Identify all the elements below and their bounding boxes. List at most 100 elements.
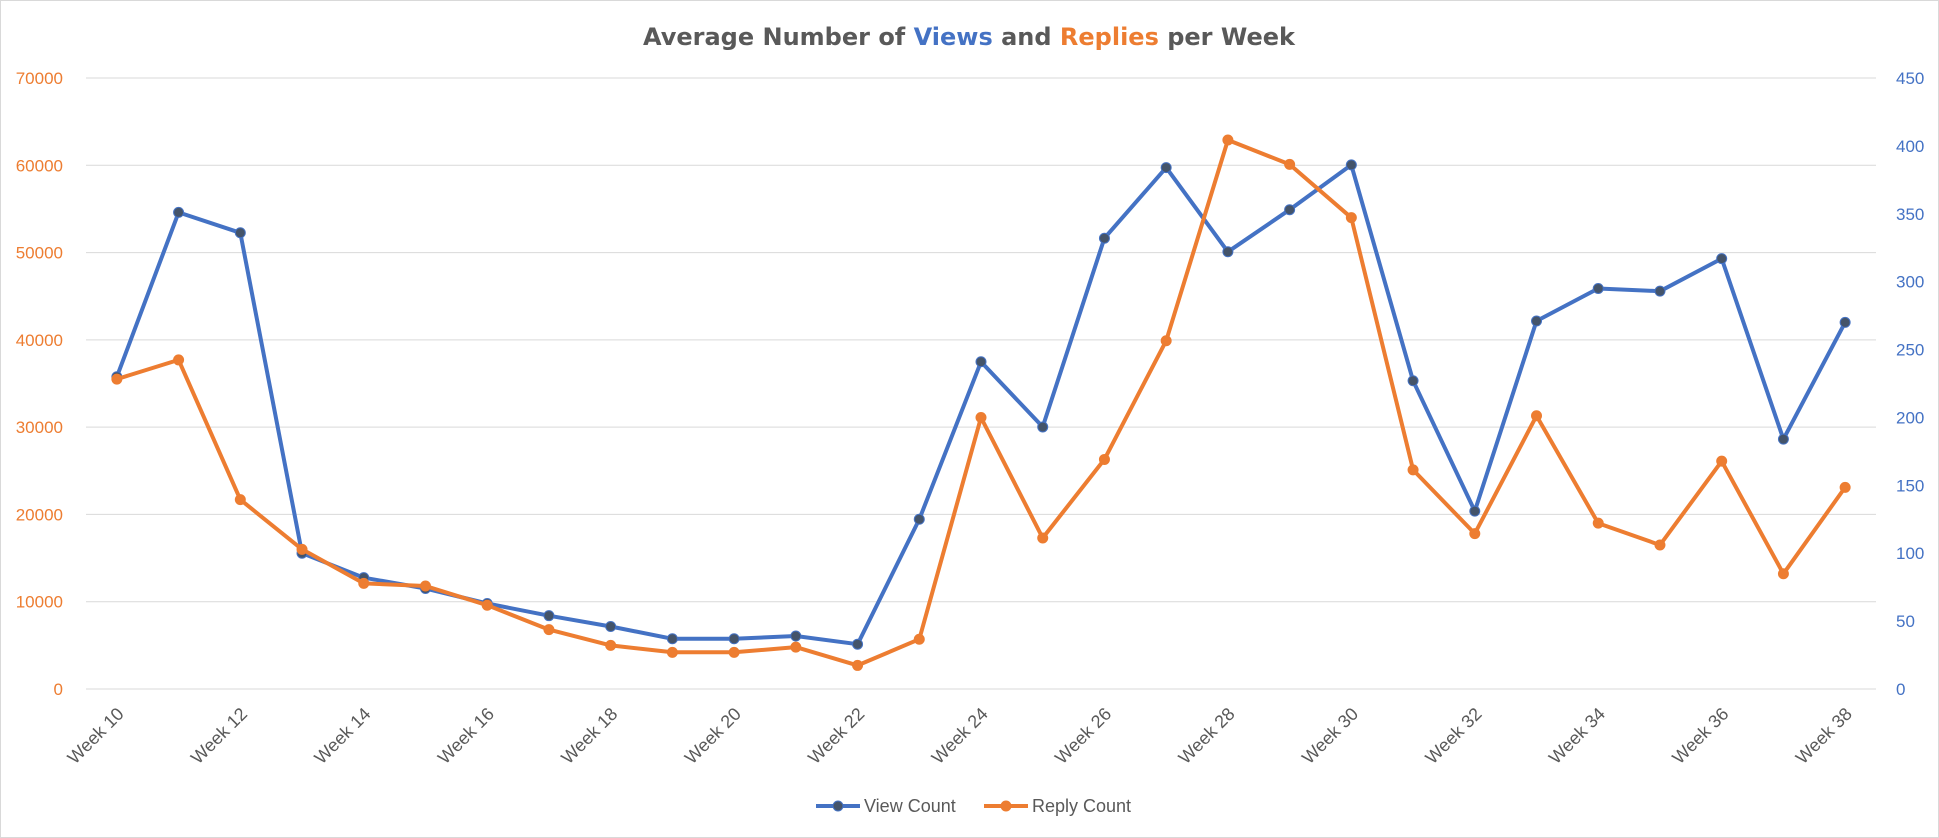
data-point: [358, 577, 370, 589]
right-y-tick-label: 450: [1896, 69, 1924, 88]
legend-label: View Count: [864, 796, 956, 816]
right-y-tick-label: 50: [1896, 612, 1915, 631]
data-point: [1345, 212, 1357, 224]
right-y-axis: 0 50 100 150 200 250 300 350 400 450: [1896, 69, 1924, 699]
right-y-tick-label: 200: [1896, 408, 1924, 427]
data-point: [1531, 410, 1543, 422]
data-point: [1716, 253, 1728, 265]
data-point: [1839, 481, 1851, 493]
left-y-tick-label: 20000: [16, 505, 63, 524]
data-point: [1531, 315, 1543, 327]
x-tick-label: Week 16: [434, 704, 498, 768]
legend-item: View Count: [816, 796, 956, 816]
x-tick-label: Week 24: [928, 704, 992, 768]
x-tick-label: Week 10: [64, 704, 128, 768]
title-segment: Replies: [1060, 23, 1159, 51]
left-y-axis: 0 10000 20000 30000 40000 50000 60000 70000: [16, 69, 63, 699]
data-point: [1284, 158, 1296, 170]
data-point: [1592, 517, 1604, 529]
title-segment: per Week: [1159, 23, 1296, 51]
data-point: [1037, 532, 1049, 544]
data-point: [1469, 528, 1481, 540]
data-point: [728, 646, 740, 658]
data-point: [728, 633, 740, 645]
legend-marker: [1000, 800, 1012, 812]
data-point: [1839, 316, 1851, 328]
x-tick-label: Week 14: [310, 704, 374, 768]
data-point: [1777, 568, 1789, 580]
data-point: [790, 641, 802, 653]
data-point: [1654, 285, 1666, 297]
series-reply-count: [111, 134, 1851, 671]
legend-item: Reply Count: [984, 796, 1131, 816]
left-y-tick-label: 40000: [16, 331, 63, 350]
data-point: [1098, 232, 1110, 244]
data-point: [419, 580, 431, 592]
data-point: [481, 599, 493, 611]
right-y-tick-label: 250: [1896, 341, 1924, 360]
data-point: [913, 513, 925, 525]
data-point: [1716, 455, 1728, 467]
data-point: [1037, 421, 1049, 433]
x-tick-label: Week 38: [1792, 704, 1856, 768]
data-point: [1654, 539, 1666, 551]
left-y-tick-label: 60000: [16, 156, 63, 175]
data-point: [543, 624, 555, 636]
x-tick-label: Week 20: [681, 704, 745, 768]
data-point: [234, 227, 246, 239]
series-view-count: [111, 159, 1851, 650]
data-point: [173, 206, 185, 218]
right-y-tick-label: 400: [1896, 137, 1924, 156]
title-segment: and: [993, 23, 1060, 51]
data-point: [975, 412, 987, 424]
x-axis: Week 10 Week 12 Week 14 Week 16 Week 18 Week …: [64, 704, 1856, 768]
data-point: [1407, 464, 1419, 476]
data-point: [666, 633, 678, 645]
series: [111, 134, 1851, 671]
x-tick-label: Week 18: [557, 704, 621, 768]
data-point: [1160, 335, 1172, 347]
title-segment: Average Number of: [643, 23, 914, 51]
data-point: [975, 356, 987, 368]
right-y-tick-label: 300: [1896, 273, 1924, 292]
data-point: [1469, 505, 1481, 517]
title-segment: Views: [914, 23, 993, 51]
legend-label: Reply Count: [1032, 796, 1131, 816]
data-point: [605, 639, 617, 651]
x-tick-label: Week 12: [187, 704, 251, 768]
data-point: [605, 621, 617, 633]
data-point: [1222, 134, 1234, 146]
data-point: [1777, 433, 1789, 445]
x-tick-label: Week 28: [1175, 704, 1239, 768]
x-tick-label: Week 30: [1298, 704, 1362, 768]
x-tick-label: Week 26: [1051, 704, 1115, 768]
data-point: [1098, 453, 1110, 465]
x-tick-label: Week 36: [1668, 704, 1732, 768]
data-point: [1592, 282, 1604, 294]
data-point: [1160, 162, 1172, 174]
data-point: [111, 373, 123, 385]
data-point: [913, 633, 925, 645]
right-y-tick-label: 350: [1896, 205, 1924, 224]
left-y-tick-label: 50000: [16, 244, 63, 263]
data-point: [296, 543, 308, 555]
data-point: [852, 659, 864, 671]
right-y-tick-label: 150: [1896, 476, 1924, 495]
left-y-tick-label: 10000: [16, 593, 63, 612]
data-point: [1284, 204, 1296, 216]
chart-title: Average Number of Views and Replies per …: [643, 23, 1296, 51]
data-point: [1345, 159, 1357, 171]
data-point: [666, 646, 678, 658]
right-y-tick-label: 0: [1896, 680, 1905, 699]
left-y-tick-label: 70000: [16, 69, 63, 88]
legend: View Count Reply Count: [816, 796, 1131, 816]
x-tick-label: Week 22: [804, 704, 868, 768]
series-line: [115, 162, 1847, 647]
data-point: [234, 494, 246, 506]
data-point: [790, 630, 802, 642]
data-point: [1407, 375, 1419, 387]
left-y-tick-label: 0: [54, 680, 63, 699]
series-line: [116, 138, 1847, 668]
